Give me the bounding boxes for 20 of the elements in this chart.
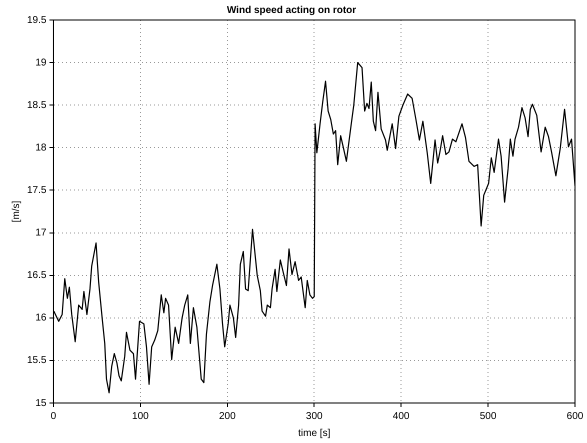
y-tick-label: 18.5 — [26, 100, 47, 111]
y-tick-label: 19.5 — [26, 14, 47, 26]
y-tick-label: 15.5 — [26, 355, 47, 366]
x-tick-label: 200 — [218, 410, 236, 422]
y-tick-label: 16.5 — [26, 270, 47, 282]
y-tick-label: 16 — [35, 312, 47, 324]
x-tick-label: 500 — [480, 410, 497, 422]
chart-title: Wind speed acting on rotor — [226, 4, 356, 16]
x-tick-label: 400 — [392, 410, 410, 422]
x-tick-label: 600 — [566, 410, 584, 422]
x-tick-label: 0 — [50, 410, 57, 422]
x-tick-label: 300 — [306, 410, 324, 422]
y-tick-label: 19 — [35, 57, 47, 68]
y-axis-title: [m/s] — [10, 200, 22, 222]
y-tick-label: 15 — [35, 398, 47, 409]
y-tick-label: 17.5 — [26, 184, 47, 196]
x-tick-label: 100 — [132, 410, 150, 422]
y-tick-label: 17 — [35, 228, 47, 239]
y-tick-label: 18 — [35, 142, 47, 154]
x-axis-title: time [s] — [298, 428, 331, 439]
